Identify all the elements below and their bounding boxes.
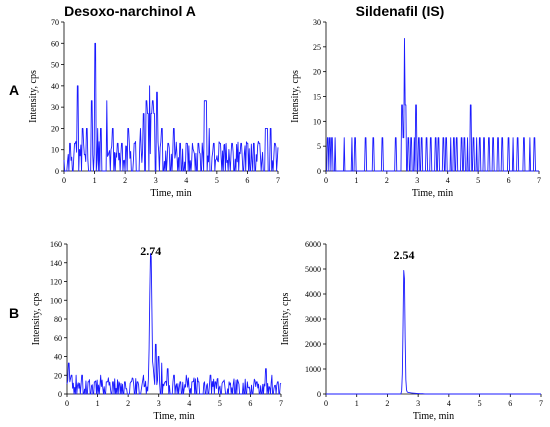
- x-tick-label: 3: [157, 399, 161, 408]
- panel-a-right: 0 1 2 3 4 5 6 7 0 5 10 15 20 25 30 Time, min Intensity, …: [290, 18, 541, 199]
- row-label-b: B: [9, 305, 19, 321]
- y-tick-label: 40: [54, 353, 62, 362]
- y-tick-label: 10: [51, 146, 59, 155]
- x-tick-label: 3: [416, 399, 420, 408]
- x-tick-label: 0: [324, 176, 328, 185]
- x-tick-label: 6: [507, 176, 511, 185]
- y-tick-label: 20: [51, 124, 59, 133]
- x-tick-label: 4: [446, 176, 450, 185]
- y-tick-label: 20: [54, 371, 62, 380]
- y-axis-label: Intensity, cps: [28, 70, 39, 123]
- chromatogram-trace: [326, 270, 541, 395]
- y-tick-label: 2000: [305, 340, 321, 349]
- x-tick-label: 3: [154, 176, 158, 185]
- y-tick-label: 0: [317, 390, 321, 399]
- x-tick-label: 6: [248, 399, 252, 408]
- y-tick-label: 0: [58, 390, 62, 399]
- x-tick-label: 1: [354, 176, 358, 185]
- x-tick-label: 5: [215, 176, 219, 185]
- y-tick-label: 10: [313, 117, 321, 126]
- x-tick-label: 0: [324, 399, 328, 408]
- x-tick-label: 5: [218, 399, 222, 408]
- y-axis-label: Intensity, cps: [280, 293, 291, 346]
- x-tick-label: 2: [126, 399, 130, 408]
- x-tick-label: 4: [187, 399, 191, 408]
- x-tick-label: 7: [276, 176, 280, 185]
- y-tick-label: 120: [50, 278, 62, 287]
- y-axis-label: Intensity, cps: [31, 293, 42, 346]
- y-tick-label: 6000: [305, 240, 321, 249]
- peak-label: 2.74: [140, 244, 161, 258]
- y-tick-label: 140: [50, 259, 62, 268]
- x-axis-label: Time, min: [153, 411, 194, 422]
- y-tick-label: 80: [54, 315, 62, 324]
- header-left: Desoxo-narchinol A: [64, 3, 196, 19]
- x-tick-label: 6: [245, 176, 249, 185]
- x-tick-label: 7: [537, 176, 541, 185]
- y-tick-label: 25: [313, 43, 321, 52]
- x-tick-label: 7: [279, 399, 283, 408]
- x-axis-label: Time, min: [412, 188, 453, 199]
- x-tick-label: 1: [355, 399, 359, 408]
- x-tick-label: 1: [96, 399, 100, 408]
- peak-label: 2.54: [394, 248, 415, 262]
- y-tick-label: 40: [51, 82, 59, 91]
- x-tick-label: 2: [385, 399, 389, 408]
- y-tick-label: 30: [51, 103, 59, 112]
- y-tick-label: 1000: [305, 365, 321, 374]
- y-tick-label: 3000: [305, 315, 321, 324]
- y-tick-label: 20: [313, 68, 321, 77]
- x-tick-label: 1: [93, 176, 97, 185]
- y-tick-label: 160: [50, 240, 62, 249]
- y-tick-label: 4000: [305, 290, 321, 299]
- y-axis-label: Intensity, cps: [290, 70, 301, 123]
- x-axis-label: Time, min: [150, 188, 191, 199]
- x-axis-label: Time, min: [413, 411, 454, 422]
- x-tick-label: 2: [123, 176, 127, 185]
- y-tick-label: 100: [50, 296, 62, 305]
- x-tick-label: 5: [476, 176, 480, 185]
- y-tick-label: 50: [51, 61, 59, 70]
- x-tick-label: 4: [184, 176, 188, 185]
- x-tick-label: 7: [539, 399, 543, 408]
- chromatogram-trace: [66, 253, 282, 395]
- y-tick-label: 0: [317, 167, 321, 176]
- y-tick-label: 5000: [305, 265, 321, 274]
- x-tick-label: 0: [62, 176, 66, 185]
- row-label-a: A: [9, 82, 19, 98]
- y-tick-label: 70: [51, 18, 59, 27]
- x-tick-label: 5: [478, 399, 482, 408]
- x-tick-label: 4: [447, 399, 451, 408]
- header-right: Sildenafil (IS): [356, 3, 445, 19]
- y-tick-label: 5: [317, 142, 321, 151]
- panel-b-left: 0 1 2 3 4 5 6 7 0 20 40 60 80 100 120 140 160 Time, min In…: [31, 240, 283, 422]
- y-tick-label: 30: [313, 18, 321, 27]
- y-tick-label: 15: [313, 93, 321, 102]
- y-tick-label: 0: [55, 167, 59, 176]
- y-tick-label: 60: [51, 39, 59, 48]
- x-tick-label: 3: [415, 176, 419, 185]
- x-tick-label: 2: [385, 176, 389, 185]
- panel-b-right: 0 1 2 3 4 5 6 7 0 1000 2000 3000 4000 5000 6000 Time, m…: [280, 240, 543, 422]
- chromatogram-trace: [63, 42, 279, 172]
- x-tick-label: 6: [508, 399, 512, 408]
- y-tick-label: 60: [54, 334, 62, 343]
- chromatogram-trace: [326, 37, 539, 172]
- x-tick-label: 0: [65, 399, 69, 408]
